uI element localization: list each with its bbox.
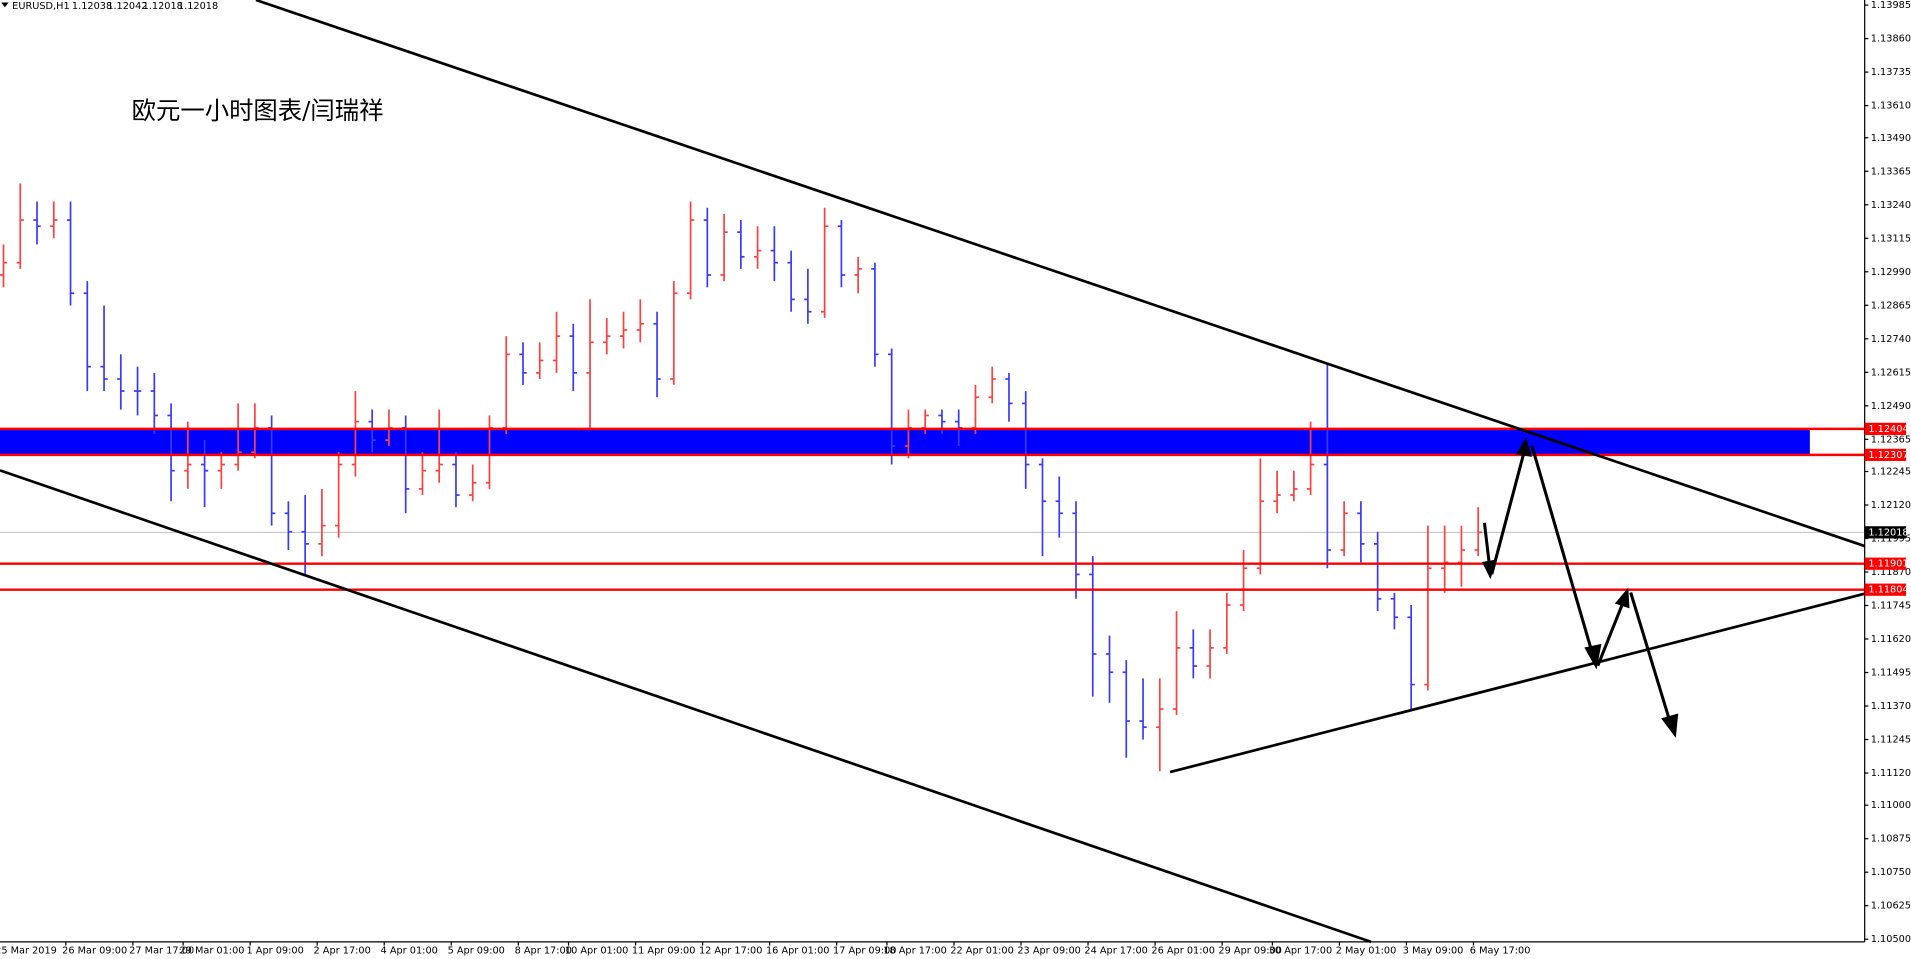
level-label: 1.12307 [1868, 450, 1908, 461]
level-label: 1.11901 [1868, 559, 1908, 570]
y-tick-label: 1.11000 [1871, 800, 1911, 811]
y-tick-label: 1.13735 [1871, 67, 1911, 78]
level-label-bg [1864, 583, 1907, 596]
x-tick-label: 30 Apr 17:00 [1269, 945, 1333, 956]
arrow-head [1584, 643, 1602, 670]
x-tick-label: 29 Mar 01:00 [179, 945, 244, 956]
trend-line [0, 469, 1372, 944]
arrow-heads [1482, 437, 1679, 738]
y-tick-label: 1.13115 [1871, 233, 1911, 244]
quote-open: 1.12038 [72, 1, 112, 12]
y-tick-label: 1.13985 [1871, 0, 1911, 11]
level-label-bg [1864, 422, 1907, 435]
x-tick-label: 22 Apr 01:00 [950, 945, 1014, 956]
level-label-bg [1864, 448, 1907, 461]
x-tick-label: 1 Apr 09:00 [246, 945, 303, 956]
arrow-head [1661, 713, 1679, 738]
x-tick-label: 4 Apr 01:00 [381, 945, 438, 956]
y-tick-label: 1.13610 [1871, 101, 1911, 112]
y-tick-label: 1.13365 [1871, 166, 1911, 177]
x-tick-label: 3 May 09:00 [1403, 945, 1464, 956]
arrow-head [1482, 559, 1497, 580]
y-tick-label: 1.12740 [1871, 334, 1911, 345]
y-tick-label: 1.10875 [1871, 834, 1911, 845]
x-tick-label: 26 Mar 09:00 [62, 945, 127, 956]
arrow [1629, 592, 1672, 722]
y-tick-label: 1.13860 [1871, 34, 1911, 45]
x-tick-label: 27 Mar 17:00 [129, 945, 194, 956]
y-tick-label: 1.11370 [1871, 701, 1911, 712]
level-label: 1.12404 [1868, 424, 1908, 435]
y-tick-label: 1.12365 [1871, 434, 1911, 445]
quote-close: 1.12018 [178, 1, 218, 12]
arrow [1530, 445, 1594, 652]
level-label: 1.11804 [1868, 585, 1908, 596]
x-tick-label: 5 Apr 09:00 [448, 945, 505, 956]
y-tick-label: 1.11245 [1871, 735, 1911, 746]
x-tick-label: 23 Apr 09:00 [1017, 945, 1081, 956]
x-tick-label: 11 Apr 09:00 [632, 945, 696, 956]
arrow [1482, 522, 1491, 565]
x-tick-label: 24 Apr 17:00 [1084, 945, 1148, 956]
x-tick-label: 18 Apr 17:00 [883, 945, 947, 956]
price-label: 1.12018 [1868, 527, 1908, 538]
x-tick-label: 2 May 01:00 [1336, 945, 1397, 956]
y-tick-label: 1.12990 [1871, 267, 1911, 278]
resistance-zone [0, 428, 1810, 455]
quote-high: 1.12042 [107, 1, 147, 12]
x-tick-label: 8 Apr 17:00 [515, 945, 572, 956]
x-tick-label: 25 Mar 2019 [0, 945, 57, 956]
x-tick-label: 10 Apr 01:00 [565, 945, 629, 956]
y-tick-label: 1.12615 [1871, 367, 1911, 378]
arrow-head [1614, 587, 1630, 609]
y-tick-label: 1.11745 [1871, 600, 1911, 611]
y-tick-label: 1.11870 [1871, 567, 1911, 578]
x-tick-label: 29 Apr 09:00 [1218, 945, 1282, 956]
y-tick-label: 1.11995 [1871, 533, 1911, 544]
y-tick-label: 1.12865 [1871, 300, 1911, 311]
symbol: EURUSD,H1 [12, 1, 69, 12]
y-tick-label: 1.13490 [1871, 133, 1911, 144]
y-tick-label: 1.11120 [1871, 768, 1911, 779]
arrow-head [1516, 437, 1532, 457]
y-tick-label: 1.13240 [1871, 200, 1911, 211]
price-label-bg [1864, 526, 1907, 539]
x-tick-label: 16 Apr 01:00 [766, 945, 830, 956]
level-label-bg [1864, 557, 1907, 570]
y-tick-label: 1.10625 [1871, 901, 1911, 912]
y-tick-label: 1.12120 [1871, 500, 1911, 511]
arrow [1596, 604, 1624, 667]
y-tick-label: 1.12245 [1871, 466, 1911, 477]
x-tick-label: 17 Apr 09:00 [833, 945, 897, 956]
trend-line [1169, 592, 1866, 774]
trend-line [255, 0, 1866, 548]
x-tick-label: 6 May 17:00 [1470, 945, 1531, 956]
drawings [0, 0, 1866, 944]
y-tick-label: 1.11620 [1871, 634, 1911, 645]
y-tick-label: 1.10500 [1871, 934, 1911, 945]
arrow [1490, 454, 1525, 575]
quote-low: 1.12018 [143, 1, 183, 12]
y-tick-label: 1.11495 [1871, 668, 1911, 679]
menu-triangle[interactable] [1, 2, 9, 8]
x-tick-label: 12 Apr 17:00 [699, 945, 763, 956]
y-tick-label: 1.10750 [1871, 867, 1911, 878]
y-tick-label: 1.12490 [1871, 401, 1911, 412]
price-bars [0, 183, 1865, 772]
x-tick-label: 2 Apr 17:00 [314, 945, 371, 956]
x-tick-label: 26 Apr 01:00 [1151, 945, 1215, 956]
chart-title: 欧元一小时图表/闫瑞祥 [132, 96, 384, 125]
